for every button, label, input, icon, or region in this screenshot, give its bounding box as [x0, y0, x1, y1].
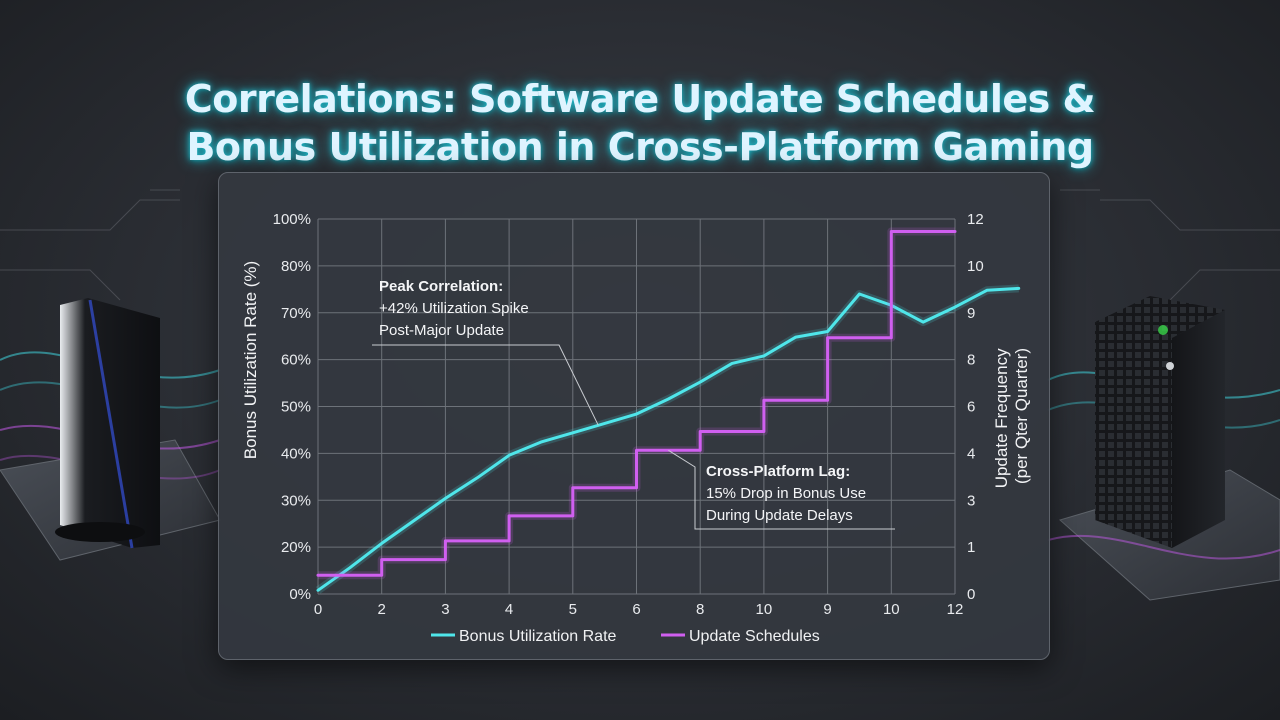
x-tick-label: 0: [314, 601, 322, 618]
y-right-tick-label: 6: [967, 399, 975, 416]
y-right-tick-label: 8: [967, 352, 975, 369]
y-left-tick-label: 80%: [281, 258, 311, 275]
annotation-text-line: 15% Drop in Bonus Use: [706, 485, 866, 502]
chart-series: [315, 227, 1021, 594]
annotation-text-line: Cross-Platform Lag:: [706, 463, 850, 480]
circuit-lines: [0, 189, 1280, 301]
annotation-text-line: During Update Delays: [706, 507, 853, 524]
annotation-text-line: Peak Correlation:: [379, 278, 503, 295]
y-left-tick-label: 50%: [281, 399, 311, 416]
series-line-update-schedules: [316, 230, 957, 577]
title-line-2: Bonus Utilization in Cross-Platform Gami…: [186, 125, 1094, 170]
title-line-1: Correlations: Software Update Schedules …: [184, 77, 1096, 122]
series-line-bonus-utilization: [316, 286, 1021, 592]
y-right-tick-label: 4: [967, 445, 975, 462]
xbox-console-icon: [1095, 296, 1225, 548]
y-left-tick-label: 70%: [281, 305, 311, 322]
chart-annotations: Peak Correlation: +42% Utilization Spike P…: [372, 278, 895, 530]
y-left-tick-label: 0%: [289, 586, 311, 603]
y-left-tick-label: 40%: [281, 445, 311, 462]
x-tick-label: 5: [569, 601, 577, 618]
y-right-tick-label: 1: [967, 539, 975, 556]
y-axis-right-title-line-1: Update Frequency: [992, 348, 1011, 488]
y-right-tick-label: 0: [967, 586, 975, 603]
chart-panel: 0 2 3 4 5 6 8 10 9 10 12 0% 20% 30% 40% 50% 60% 70% 80% 100…: [218, 172, 1050, 660]
chart-canvas: 0 2 3 4 5 6 8 10 9 10 120%20%30%40%50%60%70%80%100…: [241, 211, 1031, 645]
y-axis-left-title: Bonus Utilization Rate (%): [241, 261, 260, 459]
x-tick-label: 2: [378, 601, 386, 618]
legend-label-bonus: Bonus Utilization Rate: [459, 628, 617, 645]
x-tick-label: 8: [696, 601, 704, 618]
legend: Bonus Utilization Rate Update Schedules: [431, 628, 820, 645]
y-left-tick-label: 20%: [281, 539, 311, 556]
legend-label-update: Update Schedules: [689, 628, 820, 645]
y-right-tick-label: 10: [967, 258, 984, 275]
y-right-tick-label: 9: [967, 305, 975, 322]
page-title: Correlations: Software Update Schedules …: [0, 75, 1280, 171]
annotation-text-line: +42% Utilization Spike: [379, 300, 529, 317]
y-axis-right-title: Update Frequency (per Qter Quarter): [992, 344, 1031, 489]
y-left-tick-label: 100%: [273, 211, 311, 228]
y-right-tick-label: 3: [967, 492, 975, 509]
x-tick-label: 3: [441, 601, 449, 618]
x-tick-label: 6: [632, 601, 640, 618]
annotation-leader-line: [668, 449, 895, 530]
x-tick-label: 10: [756, 601, 773, 618]
annotation-leader-line: [372, 344, 599, 426]
y-right-tick-label: 12: [967, 211, 984, 228]
x-tick-label: 4: [505, 601, 513, 618]
y-axis-right-title-line-2: (per Qter Quarter): [1012, 348, 1031, 484]
x-tick-label: 10: [883, 601, 900, 618]
playstation-console-icon: [55, 298, 160, 549]
chart-ticks: 0 2 3 4 5 6 8 10 9 10 120%20%30%40%50%60%70%80%100…: [273, 211, 984, 618]
y-left-tick-label: 60%: [281, 352, 311, 369]
y-left-tick-label: 30%: [281, 492, 311, 509]
x-tick-label: 12: [947, 601, 964, 618]
chart-grid: [317, 218, 956, 595]
annotation-text-line: Post-Major Update: [379, 322, 504, 339]
x-tick-label: 9: [823, 601, 831, 618]
